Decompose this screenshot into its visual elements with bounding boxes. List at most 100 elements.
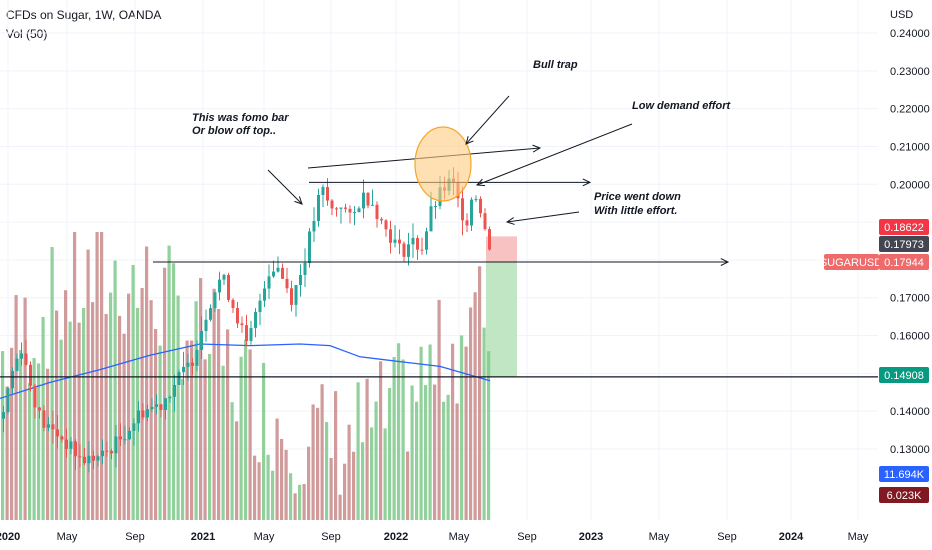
annotation-fomo-line1[interactable]: This was fomo bar	[192, 112, 289, 124]
bull-trap-arrow	[465, 95, 510, 145]
candle-body	[249, 327, 253, 341]
chart-title: CFDs on Sugar, 1W, OANDA	[6, 8, 162, 22]
volume-bar	[109, 292, 113, 520]
candle-body	[101, 450, 104, 457]
volume-bar	[190, 340, 194, 520]
volume-bar	[347, 424, 351, 520]
annotation-price-down-line1[interactable]: Price went down	[594, 191, 681, 203]
volume-bar	[244, 339, 248, 520]
volume-bar	[158, 345, 162, 520]
price-last-badge: 0.17973	[879, 236, 929, 252]
volume-bar	[406, 451, 410, 520]
volume-bar	[235, 421, 239, 520]
candle-body	[411, 238, 415, 245]
volume-bar	[127, 293, 131, 520]
volume-bar	[469, 307, 473, 520]
volume-bar	[343, 463, 347, 520]
volume-bar	[289, 473, 293, 520]
volume-bar	[1, 351, 5, 520]
candle-body	[96, 456, 100, 461]
volume-bar	[262, 362, 266, 520]
volume-bar	[194, 301, 198, 520]
volume-bar	[383, 428, 387, 520]
annotation-bull-trap[interactable]: Bull trap	[533, 59, 578, 71]
price-tick-label: 0.20000	[890, 179, 930, 191]
volume-bar	[50, 247, 54, 521]
volume-bar	[293, 493, 297, 520]
annotation-fomo-line2[interactable]: Or blow off top..	[192, 125, 276, 137]
candle-body	[155, 404, 158, 407]
svg-text:6.023K: 6.023K	[887, 490, 923, 502]
volume-bar	[77, 322, 81, 520]
volume-bar	[271, 470, 275, 520]
volume-bar	[212, 288, 216, 520]
candle-body	[461, 198, 464, 221]
price-tick-label: 0.16000	[890, 331, 930, 343]
candle-body	[182, 366, 185, 373]
volume-bar	[311, 404, 315, 520]
time-tick-label: May	[449, 531, 470, 543]
annotation-low-demand[interactable]: Low demand effort	[632, 100, 732, 112]
svg-text:0.17944: 0.17944	[884, 257, 924, 269]
candle-body	[218, 279, 221, 293]
volume-bar	[446, 394, 450, 520]
volume-bar	[329, 457, 333, 520]
annotation-price-down-line2[interactable]: With little effort.	[594, 205, 677, 217]
volume-bar	[388, 388, 392, 520]
volume-bar	[361, 442, 365, 520]
time-tick-label: May	[254, 531, 275, 543]
volume-indicator-label[interactable]: Vol (50)	[6, 27, 48, 41]
volume-bar	[203, 359, 207, 520]
volume-bar	[86, 249, 90, 520]
price-axis[interactable]: 0.24000 0.23000 0.22000 0.21000 0.20000 0.170…	[890, 28, 930, 456]
take-profit-zone	[486, 262, 517, 377]
symbol-badge: SUGARUSD 0.17944	[820, 254, 929, 270]
candle-body	[6, 388, 10, 413]
price-down-arrow-head	[505, 217, 515, 225]
position-zones	[486, 236, 517, 377]
volume-bar	[437, 299, 441, 520]
volume-bar	[167, 245, 171, 520]
volume-bar	[113, 260, 117, 520]
candle-body	[366, 192, 370, 206]
candle-body	[200, 331, 203, 350]
svg-text:SUGARUSD: SUGARUSD	[820, 257, 882, 269]
volume-bar	[46, 368, 50, 520]
volume-bar	[217, 309, 221, 520]
candle-body	[119, 436, 122, 440]
volume-bar	[248, 349, 252, 520]
time-tick-label: May	[57, 531, 78, 543]
candle-body	[420, 249, 424, 251]
volume-bar	[154, 329, 158, 520]
volume-bar	[163, 267, 167, 520]
volume-bar	[104, 314, 108, 520]
volume-bar	[365, 378, 369, 520]
candle-body	[56, 429, 59, 437]
price-tick-label: 0.21000	[890, 141, 930, 153]
drawing-lines[interactable]	[0, 95, 878, 378]
candle-body	[398, 239, 401, 244]
candle-body	[263, 288, 266, 301]
candle-body	[308, 231, 311, 263]
candle-body	[209, 308, 212, 320]
volume-bar	[230, 402, 234, 520]
time-axis[interactable]: 2020 May Sep 2021 May Sep 2022 May Sep 2023 May Sep…	[0, 531, 869, 543]
volume-bar	[131, 264, 135, 520]
candle-body	[335, 208, 338, 210]
svg-text:0.14908: 0.14908	[884, 370, 924, 382]
volume-bar	[370, 427, 374, 520]
candle-body	[132, 423, 136, 431]
volume-bar	[64, 290, 68, 520]
volume-bar	[334, 391, 338, 520]
volume-bar	[482, 327, 486, 520]
time-tick-label: 2024	[779, 531, 804, 543]
volume-bar	[392, 356, 396, 520]
volume-bar	[401, 359, 405, 520]
candle-body	[141, 410, 145, 418]
volume-bar	[451, 343, 455, 520]
candle-body	[146, 409, 149, 418]
volume-bar	[32, 358, 36, 520]
candle-body	[20, 353, 23, 359]
volume-bar	[68, 321, 72, 520]
